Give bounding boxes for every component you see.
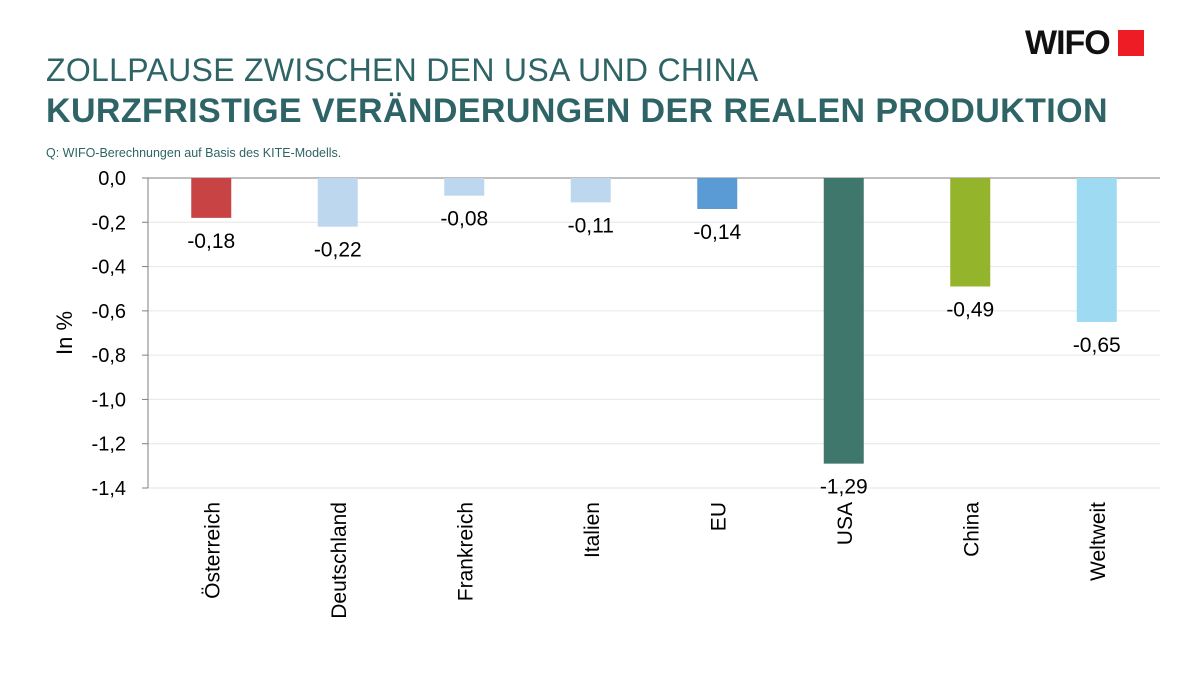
- data-label: -0,11: [568, 214, 614, 237]
- wifo-logo: WIFO: [1025, 24, 1144, 62]
- bar: [950, 178, 991, 287]
- source-note: Q: WIFO-Berechnungen auf Basis des KITE-…: [46, 146, 342, 160]
- chart-title: ZOLLPAUSE ZWISCHEN DEN USA UND CHINA: [46, 52, 759, 88]
- y-tick-label: -0,6: [92, 301, 126, 323]
- logo-text: WIFO: [1025, 24, 1111, 62]
- data-label: -0,18: [187, 230, 235, 253]
- bar: [317, 178, 358, 227]
- bar: [191, 178, 232, 218]
- x-category-label: Italien: [581, 502, 604, 558]
- x-category-label: USA: [834, 502, 857, 545]
- data-label: -0,08: [440, 208, 488, 231]
- logo-square-icon: [1117, 30, 1144, 56]
- x-category-label: Weltweit: [1087, 502, 1110, 581]
- bar: [1076, 178, 1117, 322]
- data-label: -0,14: [693, 221, 741, 244]
- data-label: -1,29: [820, 476, 868, 499]
- data-label: -0,65: [1073, 334, 1121, 357]
- bar: [697, 178, 738, 209]
- y-tick-label: -0,8: [92, 345, 126, 367]
- y-tick-label: -0,4: [92, 257, 126, 279]
- chart-subtitle: KURZFRISTIGE VERÄNDERUNGEN DER REALEN PR…: [46, 92, 1108, 130]
- x-category-label: Frankreich: [454, 502, 477, 601]
- y-tick-label: -0,2: [92, 212, 126, 234]
- bar: [444, 178, 485, 196]
- bar: [570, 178, 611, 203]
- data-label: -0,22: [314, 239, 362, 262]
- y-tick-label: -1,0: [92, 389, 126, 411]
- y-axis-title: In %: [52, 311, 77, 355]
- x-category-label: Deutschland: [328, 502, 351, 619]
- x-category-label: China: [960, 502, 983, 557]
- y-tick-label: -1,4: [92, 478, 126, 500]
- y-tick-label: 0,0: [98, 168, 126, 190]
- y-tick-label: -1,2: [92, 434, 126, 456]
- x-category-label: Österreich: [201, 502, 224, 599]
- bar: [823, 178, 864, 464]
- data-label: -0,49: [946, 299, 994, 322]
- x-category-label: EU: [707, 502, 730, 531]
